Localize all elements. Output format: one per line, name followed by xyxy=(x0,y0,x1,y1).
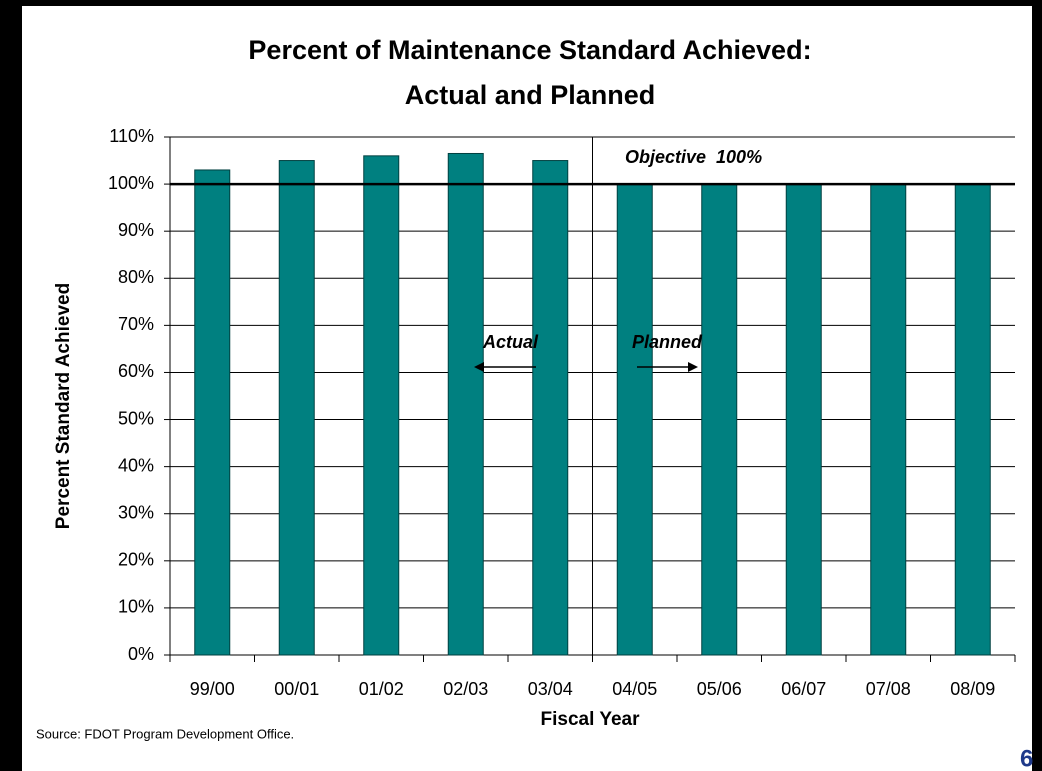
y-tick-label: 20% xyxy=(118,550,154,570)
y-tick-label: 10% xyxy=(118,597,154,617)
y-axis-title: Percent Standard Achieved xyxy=(53,283,74,529)
x-tick-label: 07/08 xyxy=(866,679,911,699)
annotation: Planned xyxy=(632,332,703,352)
chart-title: Percent of Maintenance Standard Achieved… xyxy=(248,35,811,65)
bar xyxy=(278,160,315,656)
bar xyxy=(701,183,738,656)
bar xyxy=(954,183,991,656)
x-tick-label: 01/02 xyxy=(359,679,404,699)
x-tick-label: 08/09 xyxy=(950,679,995,699)
page-number: 6 xyxy=(1020,745,1033,771)
y-tick-label: 110% xyxy=(109,126,154,146)
y-tick-label: 70% xyxy=(118,314,154,334)
x-axis-title: Fiscal Year xyxy=(541,709,641,730)
y-tick-label: 0% xyxy=(128,644,154,664)
arrow-head xyxy=(688,362,698,372)
arrow-head xyxy=(474,362,484,372)
x-tick-label: 06/07 xyxy=(781,679,826,699)
annotation: Actual xyxy=(482,332,539,352)
x-tick-label: 00/01 xyxy=(274,679,319,699)
y-tick-label: 30% xyxy=(118,502,154,522)
bar xyxy=(785,183,822,656)
x-tick-label: 05/06 xyxy=(697,679,742,699)
x-tick-label: 02/03 xyxy=(443,679,488,699)
x-tick-label: 03/04 xyxy=(528,679,573,699)
chart-subtitle: Actual and Planned xyxy=(405,80,656,110)
y-tick-label: 100% xyxy=(108,173,154,193)
x-tick-label: 99/00 xyxy=(190,679,235,699)
y-tick-label: 60% xyxy=(118,361,154,381)
y-tick-label: 50% xyxy=(118,408,154,428)
source-note: Source: FDOT Program Development Office. xyxy=(36,726,294,741)
y-tick-label: 90% xyxy=(118,220,154,240)
bar xyxy=(363,155,400,656)
bar xyxy=(532,160,569,656)
bar xyxy=(616,183,653,656)
bar xyxy=(194,169,231,656)
y-tick-label: 40% xyxy=(118,455,154,475)
bar xyxy=(447,152,484,656)
bar xyxy=(870,183,907,656)
x-tick-label: 04/05 xyxy=(612,679,657,699)
y-tick-label: 80% xyxy=(118,267,154,287)
objective-label: Objective 100% xyxy=(625,147,762,167)
slide-background xyxy=(22,6,1032,771)
